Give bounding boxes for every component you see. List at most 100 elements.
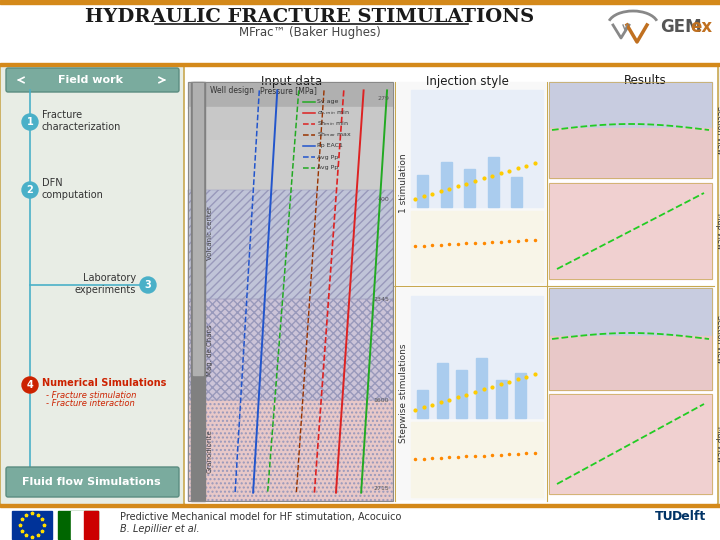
Bar (397, 288, 545, 499)
Bar (188, 400, 393, 501)
Text: Sh$_{max}$ max: Sh$_{max}$ max (317, 131, 352, 139)
Bar (411, 422, 543, 497)
Text: 279: 279 (377, 96, 389, 102)
Text: Map view: Map view (715, 213, 720, 249)
Bar (549, 82, 712, 178)
FancyBboxPatch shape (6, 68, 179, 92)
Text: Fracture
characterization: Fracture characterization (42, 110, 122, 132)
Text: 2345: 2345 (373, 298, 389, 302)
Bar (0, 0, 720, 4)
Text: DFN
computation: DFN computation (42, 178, 104, 200)
Text: 400: 400 (377, 197, 389, 202)
FancyBboxPatch shape (184, 64, 718, 505)
Bar (397, 82, 545, 284)
Bar (549, 183, 712, 279)
Text: 1: 1 (27, 117, 33, 127)
Text: Section view: Section view (715, 315, 720, 363)
Bar (0, 0, 720, 67)
Bar (188, 140, 393, 191)
Bar (71, 511, 84, 539)
Bar (188, 400, 393, 501)
Text: GEM: GEM (660, 18, 701, 36)
Text: Input data: Input data (261, 75, 323, 87)
Bar (58, 511, 98, 539)
Bar (417, 175, 428, 207)
Bar (191, 82, 205, 501)
Bar (456, 370, 467, 418)
Bar (549, 82, 712, 128)
Text: 1 stimulation: 1 stimulation (398, 153, 408, 213)
Text: Field work: Field work (58, 75, 124, 85)
Bar (549, 394, 712, 494)
Text: 1600: 1600 (374, 398, 389, 403)
Bar (476, 358, 487, 418)
Text: MFrac™ (Baker Hughes): MFrac™ (Baker Hughes) (239, 26, 381, 39)
Circle shape (22, 182, 38, 198)
Text: Mag. de Chans: Mag. de Chans (207, 325, 213, 376)
Text: B. Lepillier et al.: B. Lepillier et al. (120, 524, 199, 534)
Text: Avg Pp: Avg Pp (317, 165, 338, 171)
FancyBboxPatch shape (0, 64, 185, 505)
Bar (549, 128, 712, 178)
Text: Map view: Map view (715, 426, 720, 462)
Bar (411, 90, 543, 207)
Text: TU: TU (655, 510, 674, 523)
Text: Laboratory
experiments: Laboratory experiments (75, 273, 136, 295)
Text: $\sigma_{h,min}$ min: $\sigma_{h,min}$ min (317, 109, 350, 117)
Bar (549, 336, 712, 390)
Bar (84, 511, 98, 539)
Bar (549, 288, 712, 390)
Text: Avg Pp: Avg Pp (317, 154, 338, 159)
Bar (8, 70, 177, 90)
Bar (193, 82, 203, 375)
Text: Section view: Section view (715, 106, 720, 154)
Bar (549, 288, 712, 336)
Text: Well design: Well design (210, 86, 254, 95)
Bar (188, 82, 393, 501)
Bar (495, 380, 507, 418)
Text: Volcanic center: Volcanic center (207, 206, 213, 260)
Bar (488, 157, 499, 207)
Bar (516, 373, 526, 418)
Bar (188, 299, 393, 400)
Circle shape (22, 114, 38, 130)
Text: - Fracture stimulation: - Fracture stimulation (46, 390, 136, 400)
Text: 2715: 2715 (373, 486, 389, 491)
Bar (188, 190, 393, 299)
Text: Granodiorite: Granodiorite (207, 429, 213, 472)
Text: Sh$_{min}$ min: Sh$_{min}$ min (317, 119, 348, 129)
Bar (2, 66, 183, 503)
Text: Pp EAC1: Pp EAC1 (317, 144, 343, 149)
FancyBboxPatch shape (6, 467, 179, 497)
Text: Results: Results (624, 75, 667, 87)
Text: Numerical Simulations: Numerical Simulations (42, 378, 166, 388)
Circle shape (140, 277, 156, 293)
Text: Injection style: Injection style (426, 75, 508, 87)
Bar (0, 507, 720, 540)
Bar (188, 299, 393, 400)
Bar (441, 162, 451, 207)
Bar (549, 394, 712, 494)
Bar (188, 107, 393, 141)
Text: - Fracture interaction: - Fracture interaction (46, 400, 135, 408)
Bar (511, 177, 523, 207)
Bar (12, 511, 52, 539)
Bar (411, 211, 543, 282)
Text: Hᴉᴅʀᴀᴜʟɪᴄ Fʀᴀᴄᴛᴜʀᴇ Sᴛɪᴍᴜʟᴀᴛɪᴏɴs: Hᴉᴅʀᴀᴜʟɪᴄ Fʀᴀᴄᴛᴜʀᴇ Sᴛɪᴍᴜʟᴀᴛɪᴏɴs (298, 12, 322, 13)
Text: Pressure [MPa]: Pressure [MPa] (260, 86, 316, 95)
Bar (188, 190, 393, 299)
Text: Predictive Mechanical model for HF stimutation, Acocuico: Predictive Mechanical model for HF stimu… (120, 512, 401, 522)
Text: 3: 3 (145, 280, 151, 290)
Text: Stepwise stimulations: Stepwise stimulations (398, 343, 408, 443)
Bar (0, 504, 720, 507)
Text: 2: 2 (27, 185, 33, 195)
Text: 4: 4 (27, 380, 33, 390)
Text: Fluid flow Simulations: Fluid flow Simulations (22, 477, 161, 487)
Text: ex: ex (690, 18, 712, 36)
Circle shape (22, 377, 38, 393)
Text: Sv age: Sv age (317, 99, 338, 105)
Bar (464, 169, 475, 207)
Bar (188, 82, 393, 108)
Bar (411, 296, 543, 418)
Bar (436, 363, 448, 418)
